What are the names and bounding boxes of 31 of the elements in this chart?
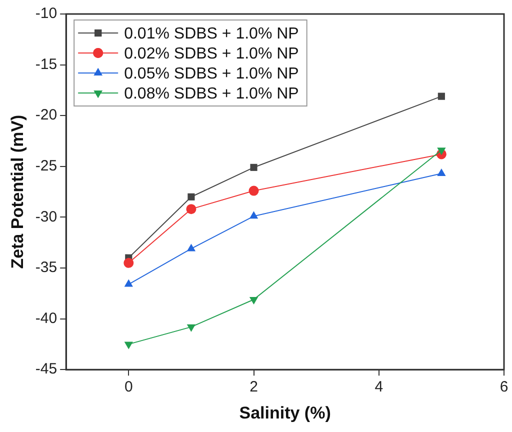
legend-label: 0.01% SDBS + 1.0% NP xyxy=(124,25,299,42)
y-tick-label: -20 xyxy=(35,106,58,124)
x-tick-label: 4 xyxy=(374,378,384,396)
y-tick-label: -10 xyxy=(35,5,58,22)
y-tick-label: -35 xyxy=(35,259,58,276)
point xyxy=(124,258,134,268)
point xyxy=(249,211,258,219)
point xyxy=(186,244,196,252)
y-tick-label: -45 xyxy=(35,360,58,378)
point xyxy=(186,204,196,214)
y-tick-label: -30 xyxy=(35,208,58,226)
point xyxy=(249,296,258,304)
x-tick-label: 2 xyxy=(250,378,258,396)
point xyxy=(124,342,133,350)
legend-label: 0.05% SDBS + 1.0% NP xyxy=(124,65,299,82)
x-tick-label: 0 xyxy=(124,378,133,396)
point xyxy=(437,168,446,176)
y-tick-label: -25 xyxy=(35,158,58,175)
y-tick-label: -40 xyxy=(35,310,58,327)
x-tick-label: 6 xyxy=(500,378,508,396)
point xyxy=(248,186,259,196)
y-tick-label: -15 xyxy=(35,56,58,73)
x-axis-title: Salinity (%) xyxy=(239,403,331,422)
point xyxy=(438,92,445,100)
point xyxy=(124,279,133,287)
point xyxy=(186,324,196,332)
point xyxy=(188,193,195,200)
y-axis-title: Zeta Potential (mV) xyxy=(8,114,27,269)
legend-label: 0.02% SDBS + 1.0% NP xyxy=(124,45,299,62)
point xyxy=(250,164,258,171)
legend-label: 0.08% SDBS + 1.0% NP xyxy=(124,85,299,102)
